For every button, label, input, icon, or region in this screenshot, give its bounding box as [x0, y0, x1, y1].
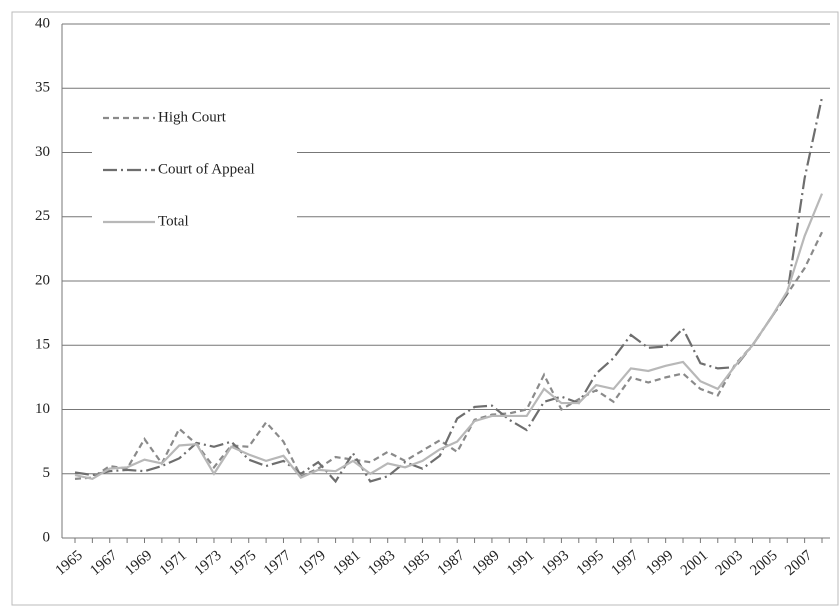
lines: [74, 97, 824, 484]
legend-box: [92, 95, 297, 245]
legend-label: Total: [158, 213, 189, 229]
x-tick-label: 1969: [122, 547, 155, 579]
chart-frame: [11, 11, 839, 606]
y-tick-label: 10: [35, 401, 50, 417]
y-tick-label: 30: [35, 144, 50, 160]
x-tick-label: 2001: [678, 547, 711, 579]
y-tick-label: 5: [43, 465, 51, 481]
x-tick-label: 1985: [400, 547, 433, 579]
x-tick-label: 2007: [782, 547, 816, 579]
x-tick-label: 1997: [608, 547, 642, 579]
x-tick-label: 1983: [365, 547, 398, 579]
series-line: [74, 231, 823, 480]
x-tick-label: 1987: [435, 547, 469, 579]
x-tick-label: 1973: [191, 547, 224, 579]
series-line: [74, 97, 824, 484]
x-tick-label: 1995: [574, 547, 607, 579]
x-tick-label: 1975: [226, 547, 259, 579]
x-tick-label: 1979: [296, 547, 329, 579]
y-tick-label: 0: [43, 529, 51, 545]
x-tick-label: 1991: [504, 547, 537, 579]
legend-label: High Court: [158, 109, 227, 125]
legend-label: Court of Appeal: [158, 161, 255, 177]
x-tick-label: 2003: [713, 547, 746, 579]
x-tick-label: 1999: [643, 547, 676, 579]
x-tick-label: 1965: [53, 547, 86, 579]
y-tick-label: 15: [35, 337, 50, 353]
series-line: [74, 193, 824, 481]
x-tick-label: 1977: [261, 547, 295, 579]
x-tick-label: 1993: [539, 547, 572, 579]
legend: High Court Court of Appeal Total: [92, 95, 297, 245]
x-tick-label: 1971: [157, 547, 190, 579]
y-tick-label: 20: [35, 272, 50, 288]
x-tick-label: 2005: [747, 547, 780, 579]
x-tick-label: 1981: [330, 547, 363, 579]
y-tick-label: 35: [35, 80, 50, 96]
y-tick-label: 40: [35, 15, 50, 31]
y-tick-label: 25: [35, 208, 50, 224]
x-tick-label: 1967: [87, 547, 121, 579]
x-tick-label: 1989: [469, 547, 502, 579]
